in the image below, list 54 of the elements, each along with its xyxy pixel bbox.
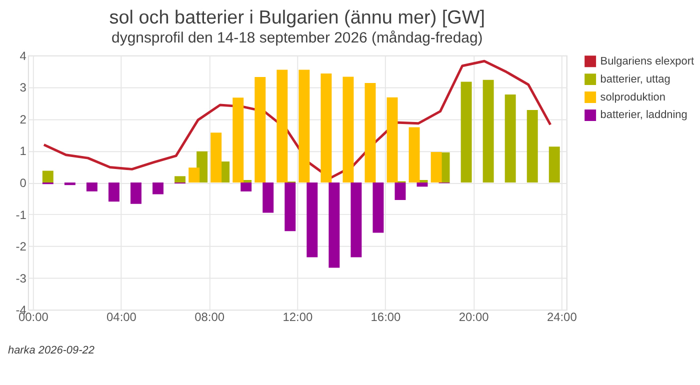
bar	[232, 98, 244, 183]
bar	[328, 182, 340, 268]
bar	[364, 83, 376, 183]
bar	[408, 127, 420, 183]
bar	[188, 168, 200, 183]
bar	[526, 110, 538, 183]
y-tick-label: -2	[16, 240, 27, 254]
bar	[210, 132, 222, 183]
x-tick-label: 20:00	[458, 310, 490, 324]
bar	[460, 82, 472, 183]
text: harka 2026-09-22	[8, 344, 94, 357]
legend-label: batterier, laddning	[600, 109, 688, 122]
bar	[372, 182, 384, 233]
legend-label: batterier, uttag	[600, 73, 670, 86]
x-tick-label: 16:00	[370, 310, 402, 324]
chart-subtitle: dygnsprofil den 14-18 september 2026 (måndag-fredag)	[112, 29, 483, 46]
bar	[298, 70, 310, 183]
bar	[482, 80, 494, 183]
bar	[42, 170, 54, 183]
bar	[130, 182, 142, 204]
x-tick-label: 08:00	[194, 310, 225, 324]
bar	[306, 182, 318, 258]
bar	[394, 182, 406, 200]
y-tick-label: 0	[20, 176, 27, 190]
bar	[174, 176, 186, 183]
legend-label: solproduktion	[600, 91, 666, 104]
bar	[276, 70, 288, 183]
bar	[240, 182, 252, 192]
bar	[350, 182, 362, 258]
y-tick-label: 2	[20, 112, 27, 126]
x-tick-label: 12:00	[282, 310, 313, 324]
y-tick-label: 3	[20, 80, 27, 95]
bar	[108, 182, 120, 202]
bar	[416, 182, 428, 187]
bar	[86, 182, 98, 192]
chart-title: sol och batterier i Bulgarien (ännu mer) [GW]	[109, 7, 486, 28]
bar	[504, 94, 516, 183]
y-tick-label: 4	[20, 48, 27, 63]
y-tick-label: 1	[20, 144, 27, 158]
bar	[386, 97, 398, 183]
bar	[342, 76, 354, 183]
y-tick-label: -3	[16, 271, 27, 286]
bar	[430, 152, 442, 183]
x-tick-label: 04:00	[106, 310, 137, 324]
bar	[548, 146, 560, 183]
bar	[152, 182, 164, 194]
bar	[320, 74, 332, 183]
x-tick-label: 24:00	[546, 310, 578, 324]
y-tick-label: -1	[16, 208, 27, 222]
bar	[284, 182, 296, 232]
bar	[262, 182, 274, 213]
bar	[64, 182, 76, 186]
legend-label: Bulgariens elexport	[600, 55, 694, 68]
bar	[254, 77, 266, 183]
